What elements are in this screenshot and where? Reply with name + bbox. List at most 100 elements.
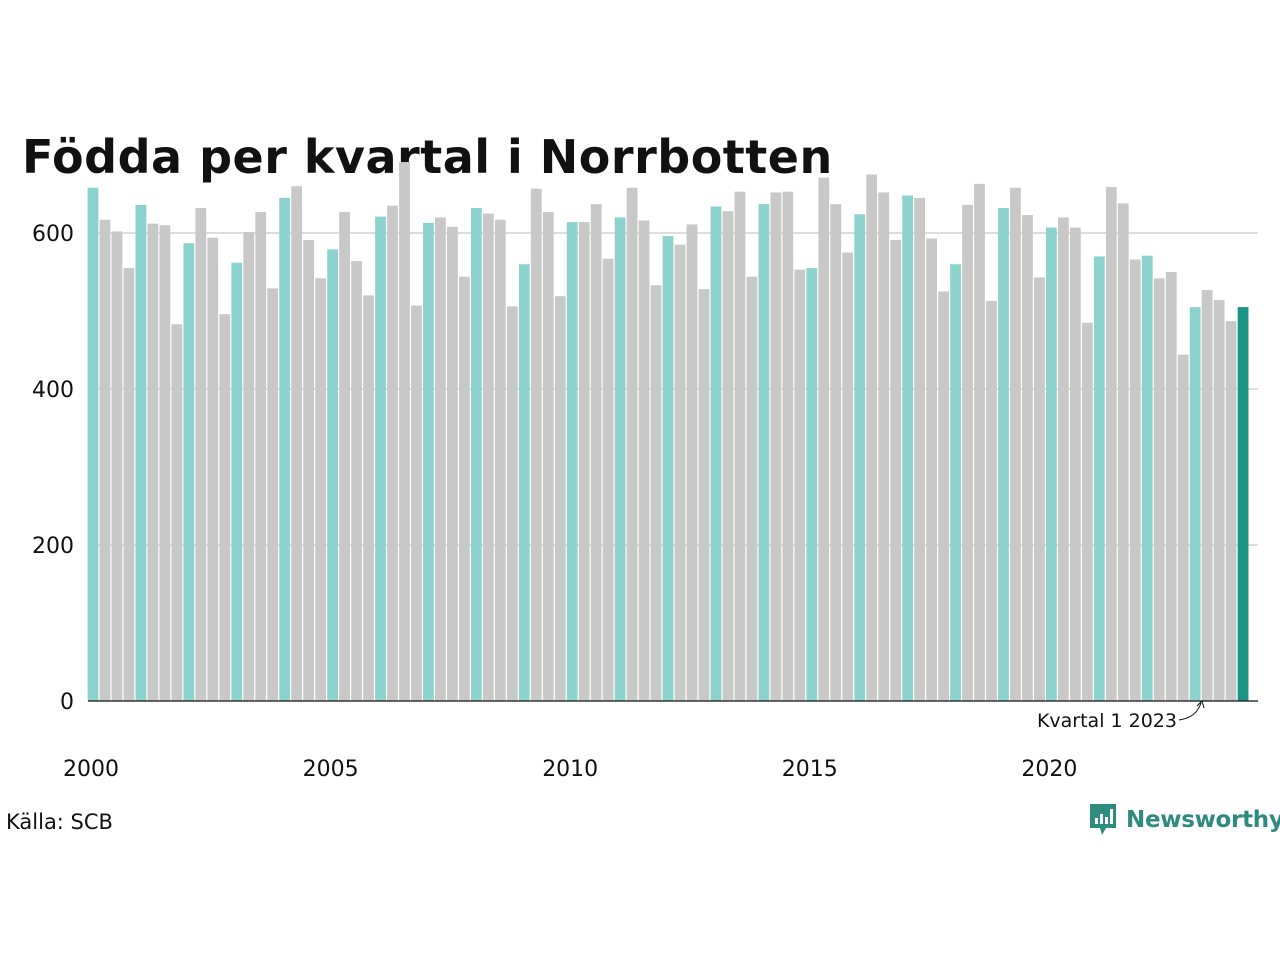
- bar: [1201, 289, 1213, 701]
- bar: [135, 204, 147, 702]
- x-tick-label: 2020: [1021, 757, 1077, 782]
- bar: [1225, 321, 1237, 701]
- bar: [878, 192, 890, 701]
- bar: [1022, 215, 1033, 701]
- x-tick-label: 2000: [63, 757, 119, 782]
- bar: [219, 314, 231, 701]
- bar: [842, 252, 854, 701]
- bar: [962, 204, 973, 702]
- bar: [327, 249, 338, 701]
- bar: [698, 289, 710, 701]
- y-axis-ticks: 0 200 400 600: [32, 222, 74, 715]
- bar: [207, 237, 219, 701]
- bar: [578, 222, 590, 701]
- x-tick-label: 2010: [542, 757, 598, 782]
- bar: [303, 240, 315, 701]
- bar: [614, 217, 626, 701]
- brand-logo: Newsworthy: [1088, 802, 1280, 838]
- bar: [602, 258, 614, 701]
- y-tick-label: 200: [32, 534, 74, 559]
- bar: [494, 219, 506, 702]
- bar: [399, 162, 410, 701]
- bar: [626, 187, 638, 701]
- bar: [470, 208, 482, 702]
- bar: [279, 197, 291, 701]
- bar: [1153, 278, 1165, 701]
- bar: [794, 269, 806, 701]
- bar: [183, 243, 195, 701]
- bar: [854, 214, 866, 701]
- bar: [387, 205, 398, 701]
- x-tick-label: 2005: [303, 757, 359, 782]
- bar: [87, 187, 99, 701]
- bar: [267, 288, 279, 701]
- bar: [195, 208, 207, 702]
- bar: [566, 222, 578, 701]
- bar: [1213, 300, 1225, 701]
- bar: [926, 238, 937, 701]
- bar: [974, 183, 985, 702]
- bar: [111, 231, 123, 701]
- bar: [375, 216, 386, 701]
- y-tick-label: 0: [60, 690, 74, 715]
- bar: [1189, 307, 1201, 701]
- brand-name: Newsworthy: [1126, 807, 1280, 833]
- bar: [99, 219, 111, 702]
- bar: [686, 224, 698, 702]
- x-axis-ticks: 2000 2005 2010 2015 2020: [63, 757, 1077, 782]
- bar: [638, 220, 650, 701]
- bar: [482, 213, 494, 701]
- bar: [1081, 322, 1093, 701]
- bar: [411, 305, 422, 701]
- source-label: Källa: SCB: [6, 810, 113, 834]
- bar: [159, 225, 171, 701]
- bar: [818, 177, 830, 701]
- bar: [291, 186, 303, 701]
- bar: [950, 264, 961, 701]
- bar: [1129, 259, 1141, 701]
- bar: [171, 324, 183, 701]
- bar: [902, 195, 914, 701]
- bar: [339, 211, 350, 701]
- bar: [554, 296, 566, 701]
- bars: [87, 162, 1249, 702]
- bar: [458, 276, 470, 701]
- bar: [506, 306, 518, 701]
- bar: [518, 264, 530, 701]
- annotation-label: Kvartal 1 2023: [1037, 710, 1177, 732]
- bar: [746, 276, 758, 701]
- bar: [590, 204, 602, 701]
- bar: [447, 226, 458, 701]
- bar: [231, 262, 243, 701]
- bar: [363, 295, 374, 701]
- bar: [1105, 186, 1117, 702]
- bar: [1165, 272, 1177, 701]
- bar: [986, 300, 997, 701]
- y-tick-label: 400: [32, 378, 74, 403]
- bar: [1046, 227, 1057, 702]
- bar: [890, 240, 902, 701]
- bar: [1093, 256, 1105, 701]
- bar: [351, 261, 362, 701]
- annotation-arrow: [1178, 702, 1202, 721]
- annotation-arrowhead: [1196, 700, 1205, 709]
- bar: [315, 278, 327, 701]
- bar: [423, 222, 434, 702]
- y-tick-label: 600: [32, 222, 74, 247]
- bar: [710, 206, 722, 702]
- bar: [1177, 354, 1189, 701]
- bar: [806, 268, 818, 701]
- x-tick-label: 2015: [782, 757, 838, 782]
- bar: [722, 211, 734, 701]
- bar: [674, 244, 686, 701]
- bar: [998, 208, 1009, 702]
- bar: [758, 204, 770, 701]
- bar: [255, 211, 267, 701]
- newsworthy-icon: [1090, 804, 1116, 835]
- bar: [123, 268, 135, 701]
- bar-chart: 0 200 400 600 2000 2005 2010 2015 2020 Kvartal …: [32, 162, 1258, 782]
- bar: [866, 174, 878, 701]
- bar: [1117, 203, 1129, 702]
- bar: [530, 188, 542, 702]
- bar: [147, 223, 159, 701]
